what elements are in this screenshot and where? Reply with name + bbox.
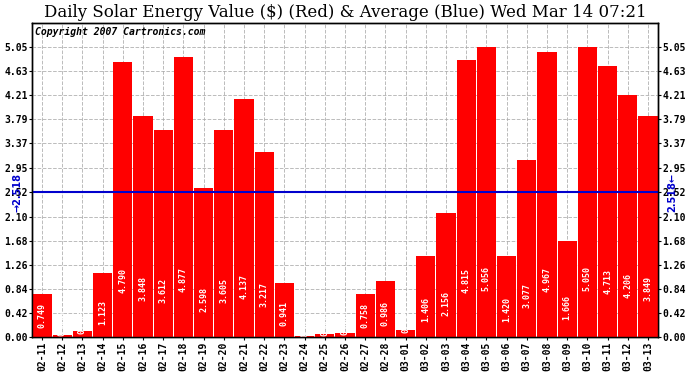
Bar	[497, 256, 516, 337]
Bar	[194, 188, 213, 337]
Text: Copyright 2007 Cartronics.com: Copyright 2007 Cartronics.com	[35, 27, 206, 38]
Bar	[558, 242, 577, 337]
Text: 3.605: 3.605	[219, 278, 228, 303]
Text: 1.406: 1.406	[422, 297, 431, 322]
Text: 1.420: 1.420	[502, 297, 511, 322]
Bar	[52, 335, 72, 337]
Text: 0.036: 0.036	[58, 311, 67, 336]
Text: 0.135: 0.135	[401, 308, 410, 333]
Title: Daily Solar Energy Value ($) (Red) & Average (Blue) Wed Mar 14 07:21: Daily Solar Energy Value ($) (Red) & Ave…	[43, 4, 647, 21]
Text: 4.137: 4.137	[239, 274, 248, 299]
Bar	[416, 256, 435, 337]
Text: 4.790: 4.790	[118, 268, 127, 293]
Bar	[436, 213, 455, 337]
Bar	[154, 130, 172, 337]
Bar	[578, 47, 597, 337]
Text: 0.941: 0.941	[280, 301, 289, 326]
Text: →2.518: →2.518	[12, 173, 23, 212]
Bar	[235, 99, 254, 337]
Text: 1.666: 1.666	[563, 295, 572, 320]
Text: 0.025: 0.025	[300, 312, 309, 337]
Text: 2.156: 2.156	[442, 291, 451, 316]
Text: 3.849: 3.849	[644, 276, 653, 301]
Bar	[93, 273, 112, 337]
Text: 4.877: 4.877	[179, 267, 188, 292]
Text: 3.612: 3.612	[159, 278, 168, 303]
Text: 5.056: 5.056	[482, 266, 491, 291]
Bar	[457, 60, 476, 337]
Bar	[477, 46, 496, 337]
Bar	[396, 330, 415, 337]
Text: 0.105: 0.105	[78, 309, 87, 334]
Bar	[335, 333, 355, 337]
Bar	[133, 116, 152, 337]
Text: 5.050: 5.050	[583, 266, 592, 291]
Text: 0.986: 0.986	[381, 301, 390, 326]
Text: 0.749: 0.749	[37, 303, 46, 328]
Text: 3.848: 3.848	[139, 276, 148, 301]
Bar	[618, 95, 638, 337]
Text: 0.053: 0.053	[320, 311, 329, 336]
Text: 0.067: 0.067	[340, 310, 350, 335]
Bar	[295, 336, 314, 337]
Bar	[315, 334, 335, 337]
Bar	[275, 283, 294, 337]
Bar	[255, 152, 274, 337]
Text: 3.217: 3.217	[259, 282, 268, 307]
Bar	[113, 62, 132, 337]
Bar	[598, 66, 618, 337]
Bar	[638, 116, 658, 337]
Text: 4.713: 4.713	[603, 269, 612, 294]
Bar	[72, 331, 92, 337]
Bar	[538, 52, 557, 337]
Bar	[355, 294, 375, 337]
Bar	[32, 294, 52, 337]
Text: 4.206: 4.206	[623, 273, 632, 298]
Text: 2.598: 2.598	[199, 287, 208, 312]
Bar	[174, 57, 193, 337]
Text: 2.518←: 2.518←	[667, 173, 678, 212]
Bar	[214, 130, 233, 337]
Text: 1.123: 1.123	[98, 300, 107, 325]
Text: 0.758: 0.758	[361, 303, 370, 328]
Text: 4.967: 4.967	[542, 267, 551, 292]
Text: 3.077: 3.077	[522, 283, 531, 308]
Bar	[518, 160, 536, 337]
Bar	[376, 280, 395, 337]
Text: 4.815: 4.815	[462, 268, 471, 293]
